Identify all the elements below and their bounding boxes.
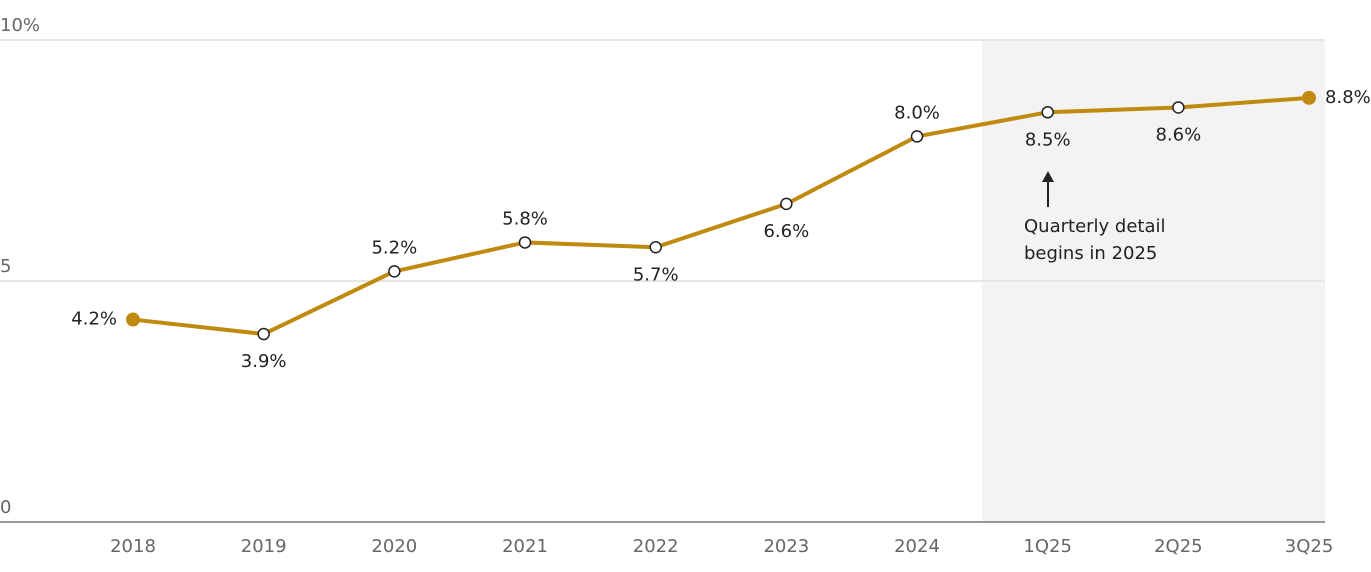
point — [1172, 101, 1185, 114]
x-tick-label: 2021 — [502, 536, 548, 557]
value-label: 8.6% — [1155, 124, 1201, 145]
x-tick-label: 2024 — [894, 536, 940, 557]
value-label: 8.8% — [1325, 87, 1371, 108]
x-tick-label: 2Q25 — [1154, 536, 1203, 557]
x-tick-label: 2019 — [241, 536, 287, 557]
value-label: 5.7% — [633, 264, 679, 285]
annotation-arrowhead — [1042, 171, 1054, 182]
annotation: Quarterly detail — [1024, 216, 1166, 237]
x-tick-label: 2018 — [110, 536, 156, 557]
line — [132, 95, 1310, 337]
x-tick-label: 2023 — [763, 536, 809, 557]
point — [126, 312, 140, 327]
y-tick-label: 0 — [0, 497, 11, 518]
point — [1041, 106, 1054, 119]
point — [910, 130, 924, 143]
point — [780, 197, 793, 211]
annotation: begins in 2025 — [1024, 243, 1157, 264]
value-label: 5.2% — [371, 237, 417, 258]
x-tick-label: 2020 — [371, 536, 417, 557]
value-label: 3.9% — [241, 351, 287, 372]
value-label: 8.5% — [1025, 129, 1071, 150]
point — [1302, 90, 1317, 105]
value-label: 6.6% — [763, 221, 809, 242]
value-label: 5.8% — [502, 208, 548, 229]
x-tick-label: 1Q25 — [1023, 536, 1072, 557]
x-tick-label: 3Q25 — [1285, 536, 1334, 557]
point — [388, 265, 401, 278]
x-tick-label: 2022 — [633, 536, 679, 557]
value-label: 8.0% — [894, 102, 940, 123]
point — [649, 241, 662, 254]
value-label: 4.2% — [71, 309, 117, 330]
point — [518, 236, 532, 249]
point — [257, 327, 270, 341]
y-tick-label: 10% — [0, 15, 40, 36]
y-tick-label: 5 — [0, 256, 11, 277]
